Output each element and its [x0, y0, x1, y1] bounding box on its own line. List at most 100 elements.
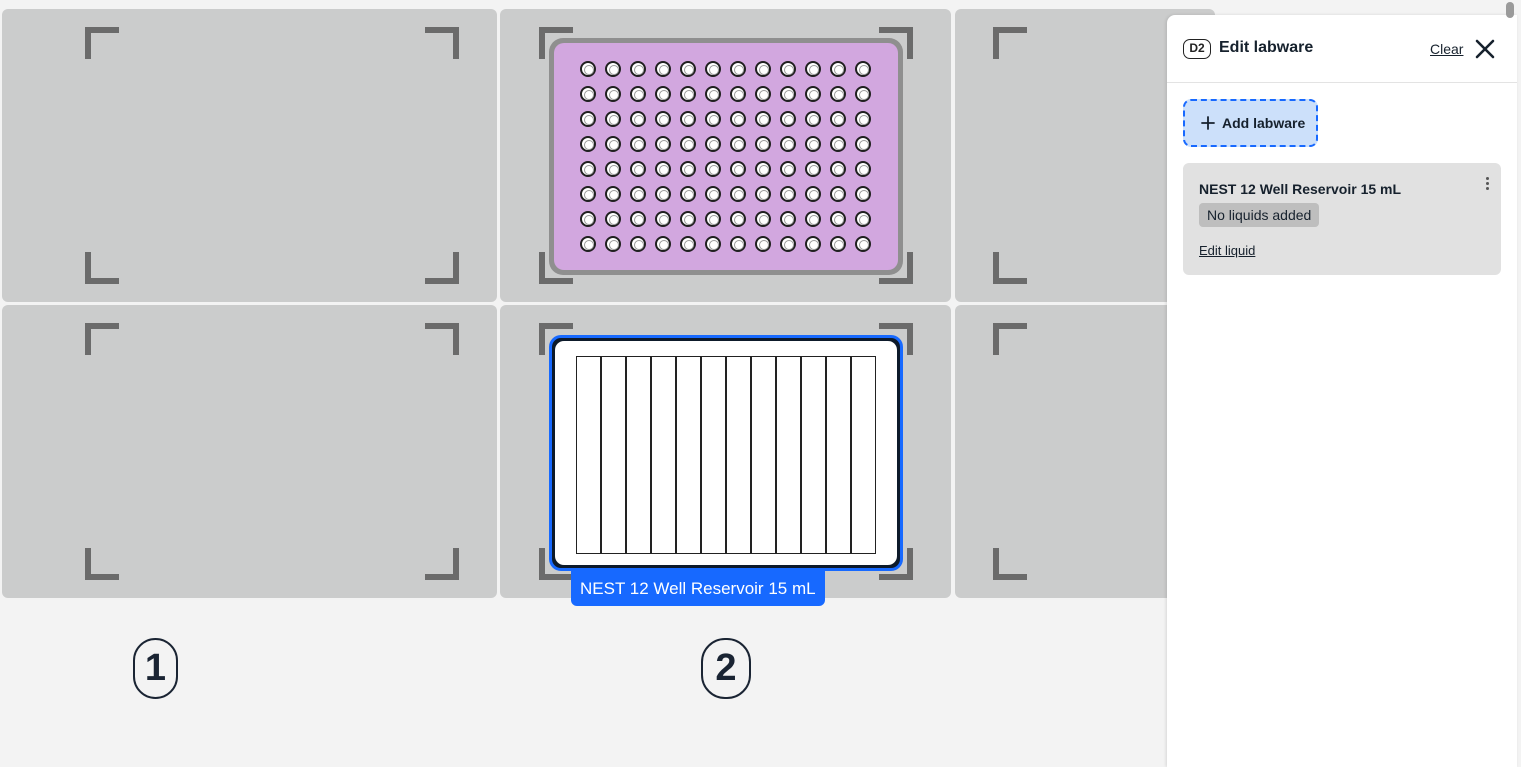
- slot-corner-bracket: [539, 548, 573, 580]
- well: [780, 186, 796, 202]
- slot-corner-bracket: [539, 252, 573, 284]
- well: [855, 211, 871, 227]
- well: [655, 186, 671, 202]
- well: [780, 111, 796, 127]
- reservoir-12-well[interactable]: [549, 335, 903, 571]
- plus-icon: [1201, 116, 1215, 130]
- well: [580, 61, 596, 77]
- well: [680, 236, 696, 252]
- well: [655, 136, 671, 152]
- well: [830, 111, 846, 127]
- slot-corner-bracket: [539, 27, 573, 59]
- well: [680, 186, 696, 202]
- reservoir-channel: [576, 356, 601, 554]
- slot-corner-bracket: [993, 323, 1027, 355]
- well: [705, 86, 721, 102]
- well: [830, 136, 846, 152]
- well: [655, 61, 671, 77]
- well: [705, 211, 721, 227]
- well: [805, 61, 821, 77]
- reservoir-channel: [751, 356, 776, 554]
- well: [730, 211, 746, 227]
- well: [855, 86, 871, 102]
- well: [730, 86, 746, 102]
- edit-liquid-link[interactable]: Edit liquid: [1199, 243, 1256, 258]
- well: [755, 86, 771, 102]
- page-scrollbar[interactable]: [1505, 0, 1521, 767]
- well: [705, 186, 721, 202]
- well: [780, 136, 796, 152]
- scrollbar-thumb[interactable]: [1506, 2, 1514, 18]
- well: [780, 161, 796, 177]
- well: [855, 161, 871, 177]
- well: [580, 236, 596, 252]
- close-button[interactable]: [1473, 37, 1497, 61]
- well: [830, 236, 846, 252]
- clear-button[interactable]: Clear: [1430, 41, 1464, 57]
- well: [805, 211, 821, 227]
- slot-corner-bracket: [85, 27, 119, 59]
- well: [605, 161, 621, 177]
- well: [705, 161, 721, 177]
- well: [580, 211, 596, 227]
- reservoir-channel: [826, 356, 851, 554]
- well: [630, 136, 646, 152]
- add-labware-button[interactable]: Add labware: [1183, 99, 1318, 147]
- well: [755, 211, 771, 227]
- well: [580, 161, 596, 177]
- well: [655, 236, 671, 252]
- deck-slot-bottom-left[interactable]: [2, 305, 497, 598]
- well: [805, 161, 821, 177]
- deck-top-edge: [0, 0, 1521, 6]
- slot-badge: D2: [1183, 39, 1211, 59]
- kebab-menu-icon[interactable]: [1481, 175, 1493, 195]
- well: [580, 136, 596, 152]
- reservoir-channel: [726, 356, 751, 554]
- panel-header: D2 Edit labware Clear: [1167, 15, 1517, 83]
- well: [680, 61, 696, 77]
- reservoir-channel: [651, 356, 676, 554]
- well: [755, 61, 771, 77]
- well: [630, 211, 646, 227]
- well: [655, 211, 671, 227]
- reservoir-channel: [701, 356, 726, 554]
- well: [630, 61, 646, 77]
- well: [580, 186, 596, 202]
- well: [830, 211, 846, 227]
- slot-corner-bracket: [993, 548, 1027, 580]
- well: [730, 186, 746, 202]
- well: [805, 186, 821, 202]
- well: [805, 111, 821, 127]
- slot-corner-bracket: [85, 323, 119, 355]
- labware-card[interactable]: NEST 12 Well Reservoir 15 mL No liquids …: [1183, 163, 1501, 275]
- close-icon: [1475, 39, 1495, 59]
- deck-slot-top-left[interactable]: [2, 9, 497, 302]
- well: [580, 111, 596, 127]
- well: [605, 61, 621, 77]
- slot-corner-bracket: [425, 323, 459, 355]
- well: [730, 61, 746, 77]
- well: [705, 111, 721, 127]
- well: [830, 61, 846, 77]
- well-plate-body: [554, 43, 898, 270]
- well: [780, 86, 796, 102]
- well: [755, 136, 771, 152]
- well: [705, 61, 721, 77]
- well: [805, 136, 821, 152]
- well: [580, 86, 596, 102]
- well-plate-96[interactable]: [549, 38, 903, 275]
- reservoir-channel: [601, 356, 626, 554]
- panel-title: Edit labware: [1219, 39, 1314, 56]
- slot-corner-bracket: [879, 27, 913, 59]
- slot-corner-bracket: [879, 548, 913, 580]
- slot-corner-bracket: [425, 548, 459, 580]
- well: [630, 236, 646, 252]
- slot-corner-bracket: [879, 323, 913, 355]
- well: [830, 161, 846, 177]
- well: [605, 111, 621, 127]
- slot-corner-bracket: [879, 252, 913, 284]
- well: [680, 136, 696, 152]
- well: [605, 136, 621, 152]
- well: [655, 86, 671, 102]
- well: [730, 136, 746, 152]
